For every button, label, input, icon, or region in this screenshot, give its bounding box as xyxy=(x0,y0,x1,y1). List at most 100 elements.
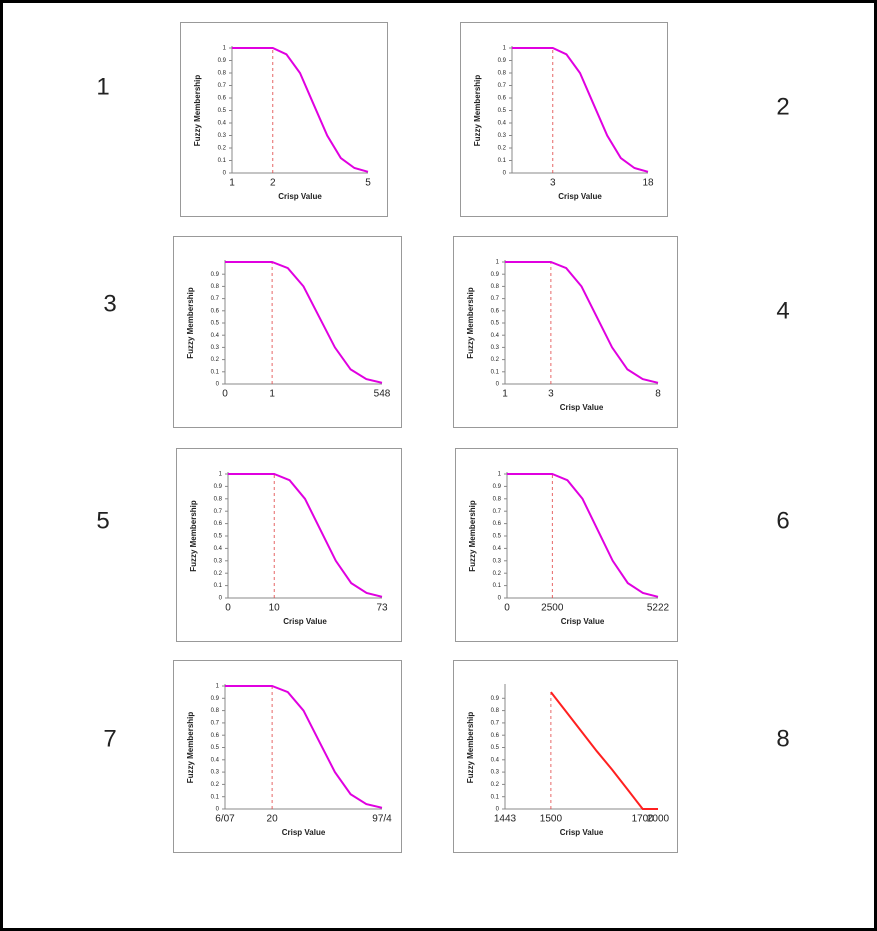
y-tick-label: 0 xyxy=(498,596,502,602)
x-tick-label: 1 xyxy=(269,389,275,400)
panel-number: 6 xyxy=(776,507,789,534)
chart-panel xyxy=(460,22,668,217)
y-tick-label: 0.9 xyxy=(214,484,223,490)
y-tick-label: 0.9 xyxy=(211,696,220,702)
x-tick-label: 0 xyxy=(222,389,228,400)
y-tick-label: 0.2 xyxy=(493,571,502,577)
y-tick-label: 0.8 xyxy=(211,284,220,290)
y-tick-label: 1 xyxy=(498,472,502,478)
x-tick-label: 5222 xyxy=(647,603,670,614)
y-tick-label: 0.3 xyxy=(493,558,502,564)
y-tick-label: 0.7 xyxy=(493,509,502,515)
chart-panel xyxy=(173,236,402,428)
y-tick-label: 0.9 xyxy=(211,272,220,278)
y-tick-label: 0.4 xyxy=(218,121,227,127)
y-tick-label: 0.2 xyxy=(491,782,500,788)
y-tick-label: 0.9 xyxy=(218,58,227,64)
y-tick-label: 0.3 xyxy=(214,558,223,564)
y-tick-label: 0 xyxy=(496,382,500,388)
y-tick-label: 0.1 xyxy=(218,158,227,164)
y-tick-label: 0.4 xyxy=(211,333,220,339)
y-tick-label: 1 xyxy=(496,260,500,266)
x-tick-label: 8 xyxy=(655,389,661,400)
y-tick-label: 0.3 xyxy=(211,345,220,351)
y-tick-label: 0.7 xyxy=(218,83,227,89)
y-tick-label: 0.7 xyxy=(214,509,223,515)
membership-line xyxy=(228,473,383,598)
membership-line xyxy=(512,47,649,173)
y-tick-label: 0.6 xyxy=(211,733,220,739)
y-tick-label: 0.3 xyxy=(211,770,220,776)
y-tick-label: 0.8 xyxy=(491,708,500,714)
y-tick-label: 0.2 xyxy=(498,146,507,152)
panel-number: 3 xyxy=(103,290,116,317)
panel-number: 5 xyxy=(96,507,109,534)
y-tick-label: 0 xyxy=(216,382,220,388)
x-axis-title: Crisp Value xyxy=(561,617,605,626)
y-tick-label: 0.4 xyxy=(211,757,220,763)
panel-number: 1 xyxy=(96,73,109,100)
y-tick-label: 0.5 xyxy=(493,534,502,540)
y-tick-label: 0.2 xyxy=(491,357,500,363)
panel-number: 8 xyxy=(776,725,789,752)
x-axis-title: Crisp Value xyxy=(278,192,322,201)
y-tick-label: 0.8 xyxy=(498,71,507,77)
y-tick-label: 0.4 xyxy=(493,546,502,552)
membership-line xyxy=(225,685,383,809)
x-tick-label: 1700 xyxy=(632,814,655,825)
y-axis-title: Fuzzy Membership xyxy=(466,287,475,359)
y-tick-label: 0.1 xyxy=(493,583,502,589)
x-axis-title: Crisp Value xyxy=(282,828,326,837)
y-tick-label: 0.3 xyxy=(498,133,507,139)
chart-panel xyxy=(455,448,678,642)
chart-panel xyxy=(176,448,402,642)
y-tick-label: 0.7 xyxy=(491,720,500,726)
y-tick-label: 0.5 xyxy=(491,745,500,751)
y-tick-label: 0.6 xyxy=(214,521,223,527)
y-tick-label: 0.2 xyxy=(214,571,223,577)
y-tick-label: 0.8 xyxy=(211,708,220,714)
y-tick-label: 0.5 xyxy=(214,534,223,540)
y-tick-label: 0.7 xyxy=(211,296,220,302)
y-tick-label: 0 xyxy=(496,807,500,813)
y-tick-label: 0.9 xyxy=(493,484,502,490)
y-tick-label: 0.5 xyxy=(491,321,500,327)
membership-line xyxy=(225,261,383,384)
y-tick-label: 0.5 xyxy=(498,108,507,114)
panel-number: 4 xyxy=(776,297,789,324)
y-tick-label: 0.3 xyxy=(218,133,227,139)
y-tick-label: 0.7 xyxy=(498,83,507,89)
y-tick-label: 0.5 xyxy=(211,745,220,751)
y-tick-label: 0.1 xyxy=(214,583,223,589)
x-tick-label: 10 xyxy=(269,603,281,614)
y-tick-label: 0.1 xyxy=(498,158,507,164)
y-tick-label: 0.3 xyxy=(491,770,500,776)
y-tick-label: 0.1 xyxy=(211,369,220,375)
y-tick-label: 0.6 xyxy=(493,521,502,527)
y-tick-label: 0.8 xyxy=(218,71,227,77)
x-tick-label: 0 xyxy=(504,603,510,614)
x-tick-label: 3 xyxy=(550,178,556,189)
y-tick-label: 0.1 xyxy=(491,794,500,800)
y-tick-label: 1 xyxy=(503,46,507,52)
y-tick-label: 0.8 xyxy=(214,496,223,502)
x-tick-label: 73 xyxy=(376,603,388,614)
y-tick-label: 0.4 xyxy=(491,757,500,763)
chart-panel xyxy=(453,660,678,853)
y-axis-title: Fuzzy Membership xyxy=(466,712,475,784)
y-tick-label: 0.1 xyxy=(491,369,500,375)
y-tick-label: 0.7 xyxy=(491,296,500,302)
chart-panel xyxy=(173,660,402,853)
y-tick-label: 0.7 xyxy=(211,720,220,726)
x-tick-label: 1443 xyxy=(494,814,517,825)
x-tick-label: 3 xyxy=(548,389,554,400)
y-tick-label: 0.9 xyxy=(491,696,500,702)
y-tick-label: 0.5 xyxy=(211,321,220,327)
x-tick-label: 18 xyxy=(642,178,654,189)
y-tick-label: 0.8 xyxy=(493,496,502,502)
y-tick-label: 0.6 xyxy=(491,308,500,314)
x-tick-label: 1 xyxy=(229,178,235,189)
y-tick-label: 0 xyxy=(216,807,220,813)
